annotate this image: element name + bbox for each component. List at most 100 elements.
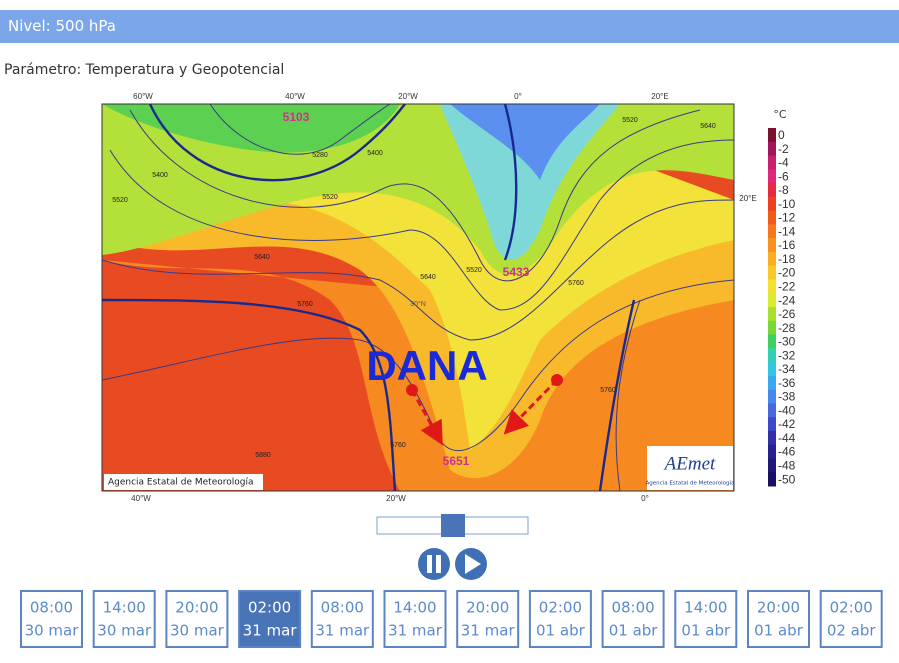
colorbar-label: -44 [778,431,796,445]
time-box[interactable] [747,590,810,648]
lon-label: 20°W [398,92,418,101]
map: Agencia Estatal de Meteorología AEmet Ag… [102,104,734,491]
time-box[interactable] [20,590,83,648]
time-label: 14:00 [393,599,436,617]
time-box[interactable] [528,590,592,648]
date-label: 01 abr [609,622,659,640]
time-button[interactable]: 14:00 31 mar [383,590,447,648]
date-label: 31 mar [315,622,370,640]
colorbar-label: -4 [778,156,789,170]
contour-label: 5640 [700,123,716,130]
colorbar-swatch [768,224,776,239]
time-box[interactable] [238,590,302,648]
parameter-label: Parámetro: Temperatura y Geopotencial [4,62,285,78]
time-button[interactable]: 02:00 01 abr [528,590,592,648]
time-box[interactable] [601,590,665,648]
colorbar-label: -40 [778,403,796,417]
arrow [410,389,443,446]
colorbar-swatch [768,472,776,487]
copyright: Agencia Estatal de Meteorología [108,478,254,488]
time-box[interactable] [819,590,883,648]
colorbar-swatch [768,169,776,184]
logo: AEmet [663,453,716,474]
colorbar-swatch [768,196,776,212]
colorbar-swatch [768,293,776,308]
colorbar-label: 0 [778,128,785,142]
pause-button[interactable] [418,548,450,580]
time-box[interactable] [383,590,447,648]
time-label: 02:00 [830,599,873,617]
colorbar-label: -50 [778,472,796,486]
green-dark-region [102,104,400,153]
time-box[interactable] [456,590,520,648]
time-button[interactable]: 02:00 31 mar [238,590,302,648]
time-box[interactable] [165,590,229,648]
time-label: 14:00 [684,599,727,617]
contour-label: 5760 [297,301,313,308]
time-box[interactable] [674,590,738,648]
colorbar-label: -22 [778,280,796,294]
time-button[interactable]: 08:00 31 mar [310,590,374,648]
copyright-box [104,474,263,490]
time-button[interactable]: 08:00 01 abr [601,590,665,648]
colorbar-swatch [768,375,776,391]
contour-label: 5520 [112,197,128,204]
date-label: 01 abr [754,622,804,640]
play-button[interactable] [455,548,487,580]
date-label: 31 mar [243,622,298,640]
time-box[interactable] [92,590,156,648]
lon-label: 40°W [131,494,151,503]
lon-label: 40°W [285,92,305,101]
colorbar-swatch [768,334,776,349]
colorbar-label: -8 [778,183,789,197]
time-box[interactable] [310,590,374,648]
contour-label: 5760 [568,280,584,287]
colorbar-swatch [768,458,776,473]
main-contours [102,104,636,491]
colorbar-label: -10 [778,197,796,211]
cold-core [450,104,600,180]
colorbar-swatch [768,403,776,418]
pressure-center: 5651 [443,454,470,468]
colorbar-label: -34 [778,362,796,376]
colorbar-label: -38 [778,390,796,404]
time-button[interactable]: 20:00 01 abr [747,590,810,648]
time-button[interactable]: 20:00 30 mar [165,590,229,648]
time-label: 14:00 [103,599,146,617]
colorbar-swatch [768,389,776,404]
colorbar-swatch [768,444,776,459]
time-button[interactable]: 08:00 30 mar [20,590,83,648]
lon-label: 0° [641,494,649,503]
lon-label: 0° [514,92,522,101]
colorbar-swatch [768,183,776,198]
time-button[interactable]: 14:00 01 abr [674,590,738,648]
pause-circle[interactable] [418,548,450,580]
colorbar-swatch [768,128,776,143]
time-button[interactable]: 14:00 30 mar [92,590,156,648]
colorbar-swatch [768,155,776,170]
time-button[interactable]: 20:00 31 mar [456,590,520,648]
colorbar-swatch [768,348,776,363]
time-label: 08:00 [30,599,73,617]
date-label: 31 mar [461,622,516,640]
pressure-center: 5433 [503,265,530,279]
colorbar-swatch [768,362,776,377]
time-label: 02:00 [539,599,582,617]
lon-label: 60°W [133,92,153,101]
lat-label: 30°N [410,300,426,308]
slider-thumb[interactable] [441,514,465,537]
colorbar-label: -18 [778,252,796,266]
time-label: 20:00 [466,599,509,617]
time-label: 20:00 [175,599,218,617]
logo-subtitle: Agencia Estatal de Meteorología [646,480,735,487]
map-frame [101,103,735,492]
colorbar: 0-2-4-6-8-10-12-14-16-18-20-22-24-26-28-… [768,128,796,487]
colorbar-label: -20 [778,266,796,280]
colorbar-label: -2 [778,142,789,156]
colorbar-label: -26 [778,307,796,321]
time-button[interactable]: 02:00 02 abr [819,590,883,648]
colorbar-swatch [768,141,776,157]
